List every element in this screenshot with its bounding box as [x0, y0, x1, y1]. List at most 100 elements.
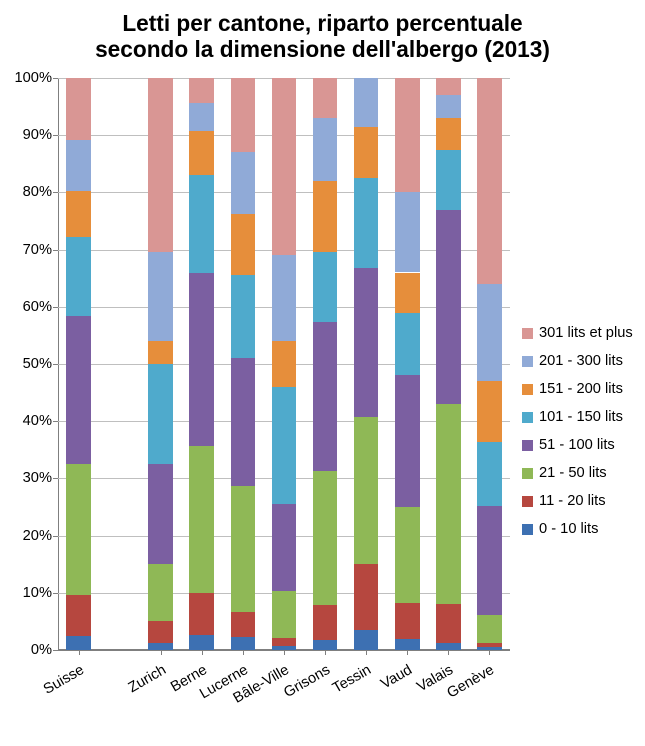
x-tick-mark — [284, 650, 285, 655]
bar-segment — [231, 358, 256, 486]
bar-segment — [436, 78, 461, 95]
bar-segment — [436, 643, 461, 650]
bar-segment — [313, 322, 338, 471]
bar-segment — [231, 78, 256, 152]
bar-segment — [436, 118, 461, 149]
legend-swatch — [522, 524, 533, 535]
legend-item: 301 lits et plus — [522, 325, 633, 341]
x-axis-label: Genève — [445, 662, 497, 702]
bar-segment — [231, 275, 256, 358]
bar-segment — [148, 464, 173, 564]
bar-segment — [436, 404, 461, 604]
x-axis-label: Grisons — [281, 662, 333, 701]
bar-segment — [436, 150, 461, 210]
bar-segment — [272, 504, 297, 591]
bar-segment — [354, 127, 379, 178]
bar-segment — [395, 78, 420, 192]
x-tick-mark — [325, 650, 326, 655]
legend-swatch — [522, 440, 533, 451]
bar-segment — [189, 131, 214, 175]
legend-label: 21 - 50 lits — [539, 465, 607, 481]
y-tick-label: 0% — [31, 642, 58, 658]
legend-item: 201 - 300 lits — [522, 353, 633, 369]
bar-segment — [189, 593, 214, 635]
y-tick-label: 10% — [23, 585, 58, 601]
legend-label: 101 - 150 lits — [539, 409, 623, 425]
bar-segment — [189, 635, 214, 650]
y-tick-label: 20% — [23, 528, 58, 544]
bar-segment — [148, 341, 173, 364]
bar-segment — [477, 643, 502, 648]
x-tick-mark — [366, 650, 367, 655]
bar-segment — [231, 152, 256, 214]
legend-label: 51 - 100 lits — [539, 437, 615, 453]
bar-segment — [231, 612, 256, 637]
bar-column — [189, 78, 214, 650]
legend-swatch — [522, 412, 533, 423]
bar-segment — [313, 605, 338, 639]
x-tick-mark — [161, 650, 162, 655]
chart-title: Letti per cantone, riparto percentuale s… — [0, 10, 645, 62]
bar-segment — [189, 103, 214, 130]
bar-segment — [231, 637, 256, 650]
bar-segment — [272, 638, 297, 646]
x-tick-mark — [243, 650, 244, 655]
bar-segment — [148, 564, 173, 621]
legend-swatch — [522, 356, 533, 367]
bar-segment — [395, 313, 420, 376]
bar-segment — [395, 603, 420, 639]
bar-segment — [395, 639, 420, 650]
bar-segment — [272, 591, 297, 638]
bar-segment — [354, 78, 379, 127]
bar-segment — [477, 506, 502, 615]
bar-segment — [66, 636, 91, 650]
legend-swatch — [522, 328, 533, 339]
bar-segment — [66, 191, 91, 237]
y-tick-label: 50% — [23, 356, 58, 372]
bar-segment — [477, 78, 502, 284]
x-axis-label: Zurich — [125, 662, 168, 696]
bar-column — [354, 78, 379, 650]
bar-segment — [436, 95, 461, 118]
legend-item: 0 - 10 lits — [522, 521, 633, 537]
bar-segment — [272, 341, 297, 387]
bar-column — [477, 78, 502, 650]
bar-segment — [66, 237, 91, 316]
x-tick-mark — [489, 650, 490, 655]
x-tick-mark — [202, 650, 203, 655]
bar-segment — [66, 140, 91, 191]
bar-segment — [477, 442, 502, 506]
bar-column — [66, 78, 91, 650]
bar-segment — [189, 78, 214, 103]
bar-segment — [189, 273, 214, 446]
bar-segment — [231, 486, 256, 612]
bar-segment — [148, 621, 173, 643]
bar-column — [231, 78, 256, 650]
legend-item: 51 - 100 lits — [522, 437, 633, 453]
legend-label: 201 - 300 lits — [539, 353, 623, 369]
legend-label: 11 - 20 lits — [539, 493, 606, 509]
bar-segment — [189, 175, 214, 273]
y-tick-label: 80% — [23, 184, 58, 200]
y-tick-label: 40% — [23, 413, 58, 429]
x-tick-mark — [407, 650, 408, 655]
bar-column — [148, 78, 173, 650]
y-tick-label: 90% — [23, 127, 58, 143]
bar-column — [313, 78, 338, 650]
bar-segment — [354, 268, 379, 417]
bar-segment — [395, 507, 420, 603]
bar-segment — [313, 78, 338, 118]
bar-segment — [148, 364, 173, 464]
y-tick-label: 60% — [23, 299, 58, 315]
bar-segment — [477, 284, 502, 381]
bar-segment — [148, 252, 173, 341]
legend-swatch — [522, 384, 533, 395]
x-axis-label: Suisse — [40, 662, 86, 698]
bar-segment — [354, 178, 379, 268]
bar-column — [272, 78, 297, 650]
bar-segment — [436, 210, 461, 404]
bar-segment — [189, 446, 214, 593]
bar-segment — [477, 381, 502, 442]
bar-segment — [272, 387, 297, 504]
bar-segment — [66, 464, 91, 594]
